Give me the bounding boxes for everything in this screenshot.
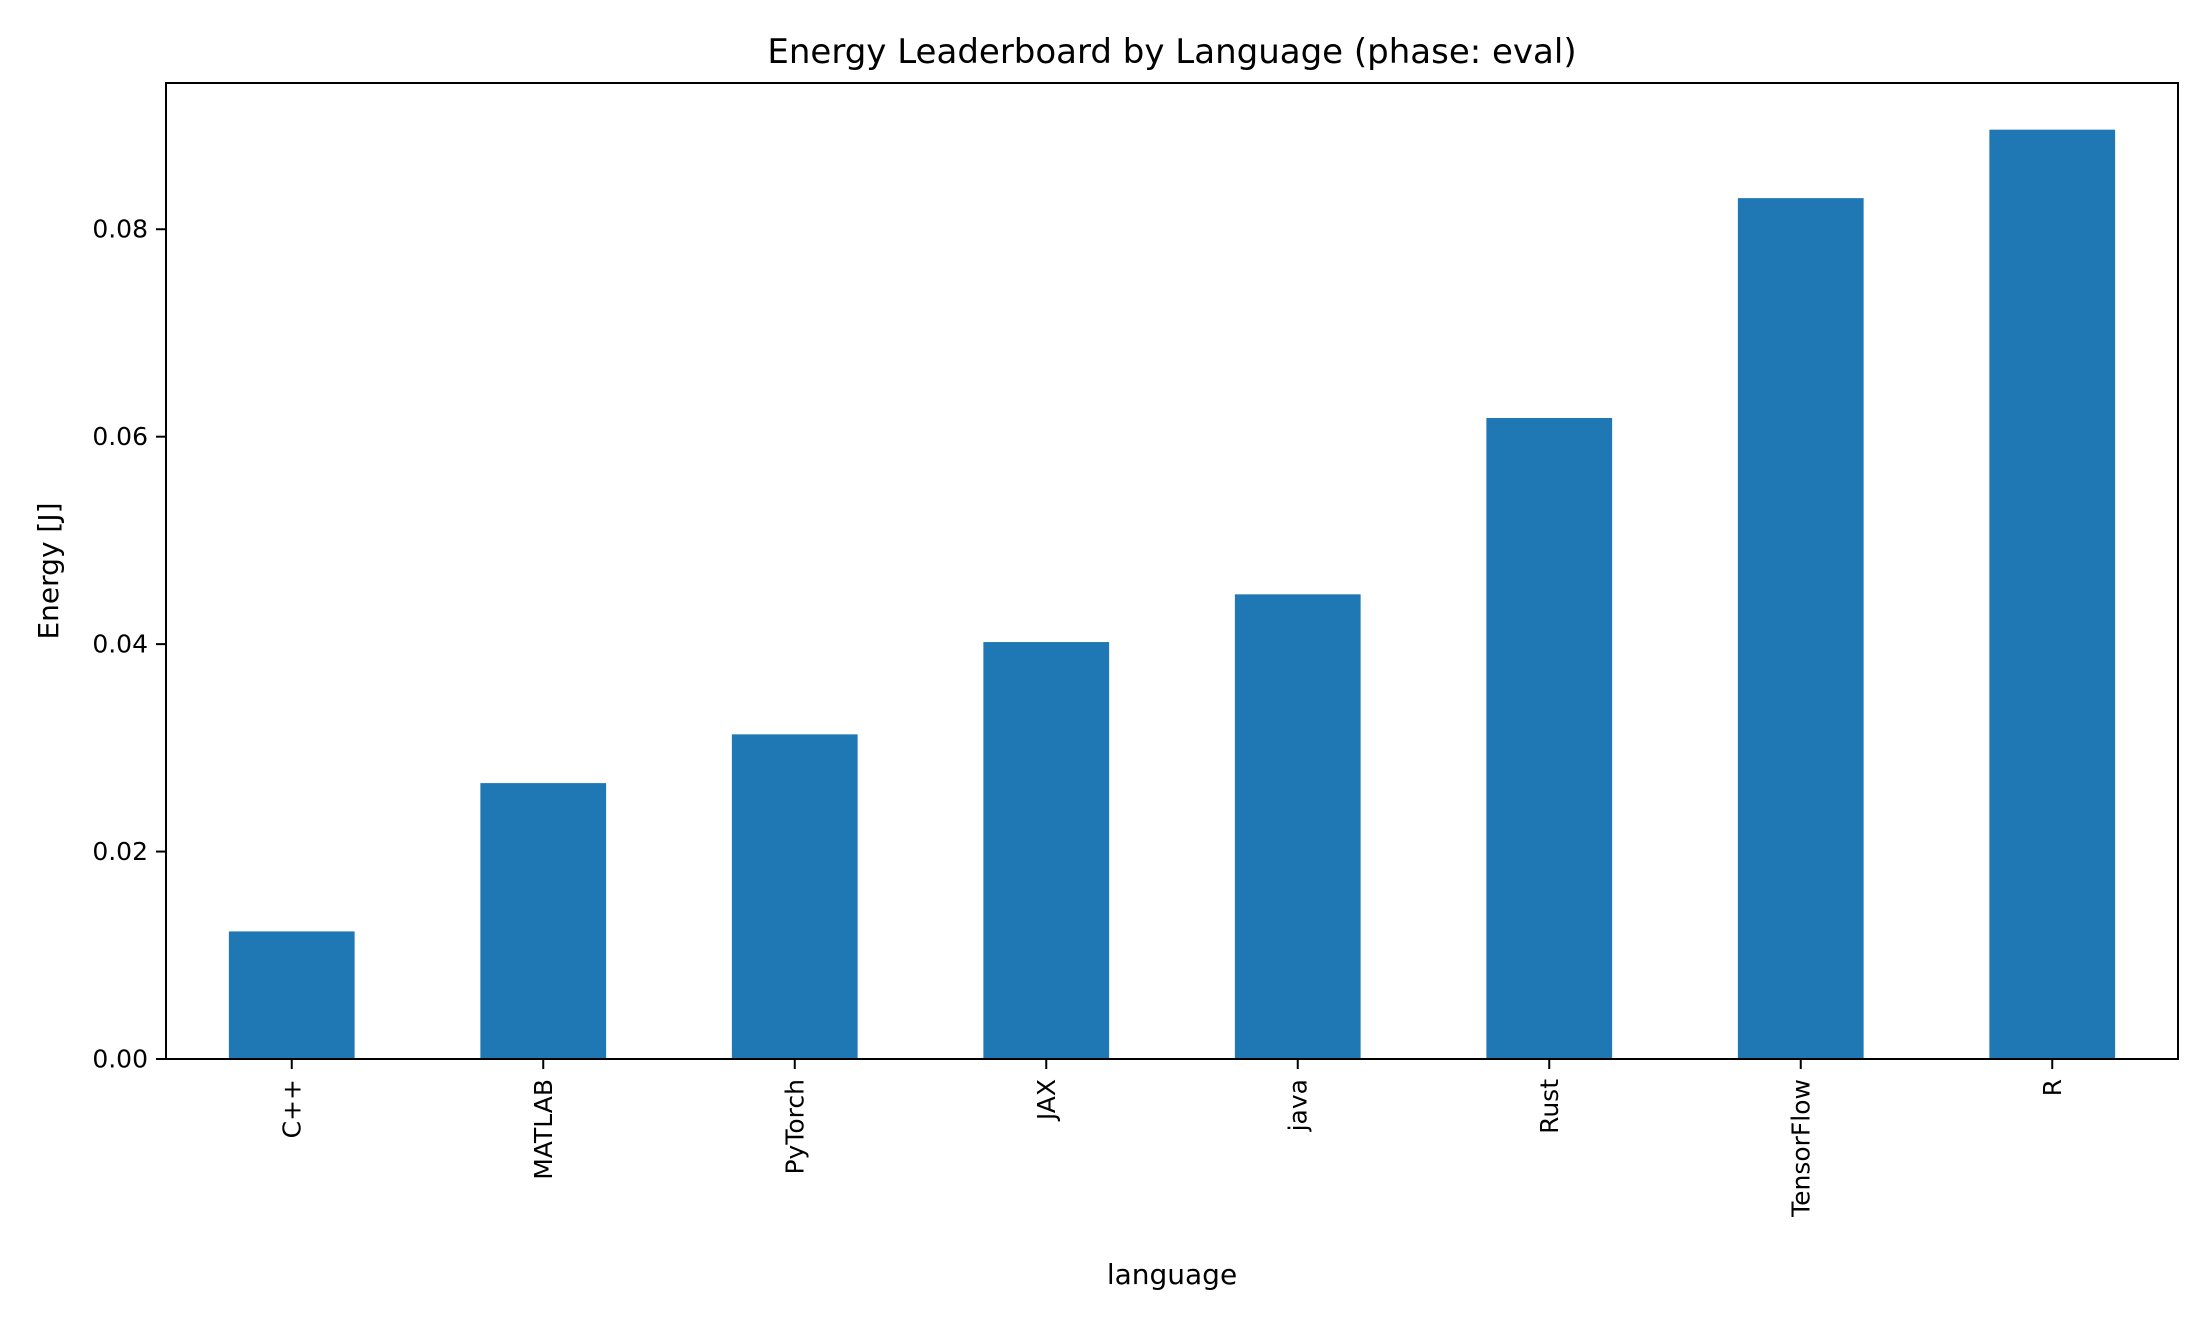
x-tick-label: PyTorch — [780, 1079, 809, 1175]
bar-java — [1234, 594, 1361, 1059]
x-tick-label: MATLAB — [529, 1079, 558, 1180]
y-axis: 0.00 0.02 0.04 0.06 0.08 — [92, 215, 166, 1074]
bar-matlab — [480, 783, 607, 1059]
bar-rust — [1486, 418, 1613, 1060]
bars-group — [228, 129, 2116, 1060]
bar-pytorch — [731, 734, 858, 1059]
y-tick-label: 0.08 — [92, 215, 148, 244]
x-tick-label: R — [2038, 1079, 2067, 1096]
x-tick-label: JAX — [1032, 1079, 1061, 1122]
bar-c- — [228, 931, 355, 1059]
chart-title: Energy Leaderboard by Language (phase: e… — [767, 32, 1576, 72]
bar-tensorflow — [1737, 198, 1864, 1059]
x-tick-label: TensorFlow — [1786, 1079, 1815, 1218]
y-tick-label: 0.00 — [92, 1045, 148, 1074]
x-tick-label: C++ — [277, 1079, 306, 1138]
y-tick-label: 0.02 — [92, 837, 148, 866]
y-axis-label: Energy [J] — [32, 502, 65, 639]
x-tick-label: Rust — [1535, 1079, 1564, 1134]
y-tick-label: 0.04 — [92, 630, 148, 659]
x-axis: C++ MATLAB PyTorch JAX java Rust TensorFlow R — [277, 1059, 2067, 1218]
bar-r — [1989, 129, 2116, 1059]
plot-frame — [165, 82, 2179, 1060]
bar-jax — [983, 642, 1110, 1059]
y-tick-label: 0.06 — [92, 422, 148, 451]
x-tick-label: java — [1283, 1079, 1312, 1132]
x-axis-label: language — [1107, 1258, 1237, 1291]
